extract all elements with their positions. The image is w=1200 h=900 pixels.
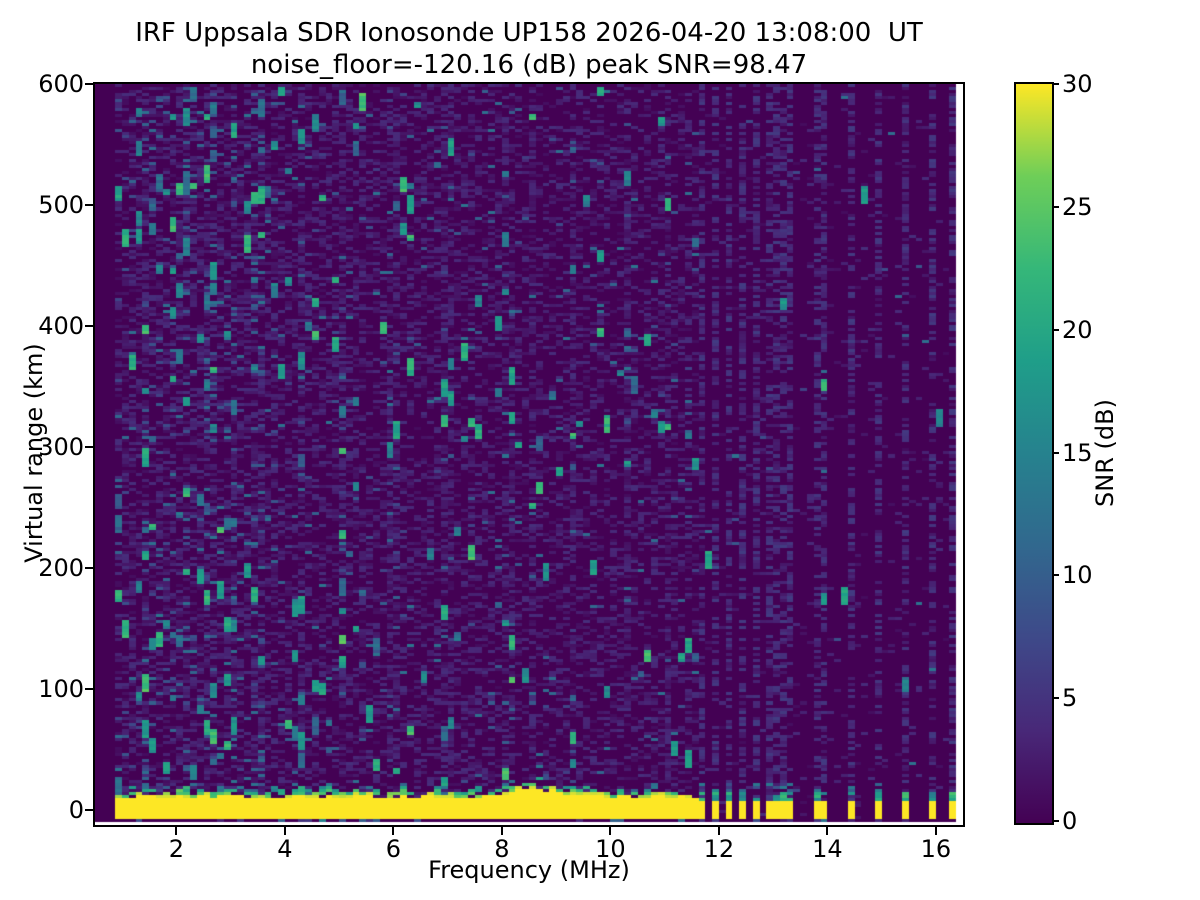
colorbar-tick-mark: [1052, 451, 1059, 454]
colorbar-tick-mark: [1052, 574, 1059, 577]
y-tick-mark: [85, 567, 93, 570]
x-tick-mark: [717, 827, 720, 835]
x-tick-mark: [934, 827, 937, 835]
x-tick-mark: [500, 827, 503, 835]
x-tick-mark: [175, 827, 178, 835]
x-tick-label: 8: [494, 835, 510, 863]
y-tick-mark: [85, 809, 93, 812]
x-tick-label: 4: [277, 835, 293, 863]
x-tick-label: 14: [812, 835, 843, 863]
y-tick-label: 400: [38, 312, 84, 341]
y-tick-mark: [85, 688, 93, 691]
colorbar-label: SNR (dB): [1091, 399, 1119, 507]
y-tick-mark: [85, 446, 93, 449]
colorbar-tick-mark: [1052, 83, 1059, 85]
y-tick-label: 600: [38, 70, 84, 98]
chart-subtitle: noise_floor=-120.16 (dB) peak SNR=98.47: [250, 50, 808, 80]
colorbar-tick-label: 15: [1062, 438, 1093, 467]
y-tick-label: 200: [38, 554, 84, 583]
x-axis-label: Frequency (MHz): [428, 856, 630, 884]
colorbar-tick-label: 20: [1062, 315, 1093, 344]
y-axis-label: Virtual range (km): [20, 343, 48, 563]
x-tick-label: 16: [920, 835, 952, 863]
x-tick-mark: [283, 827, 286, 835]
colorbar-tick-label: 25: [1062, 192, 1093, 221]
y-tick-label: 300: [38, 433, 84, 462]
colorbar-tick-label: 10: [1062, 561, 1093, 590]
y-tick-mark: [85, 83, 93, 85]
colorbar-tick-mark: [1052, 820, 1059, 822]
x-tick-label: 12: [703, 835, 735, 863]
y-tick-label: 100: [38, 675, 84, 704]
chart-title: IRF Uppsala SDR Ionosonde UP158 2026-04-…: [135, 18, 923, 48]
colorbar-tick-label: 5: [1062, 684, 1078, 713]
heatmap-canvas: [95, 84, 963, 825]
x-tick-label: 10: [595, 835, 626, 863]
chart-title-block: IRF Uppsala SDR Ionosonde UP158 2026-04-…: [95, 17, 963, 81]
y-tick-mark: [85, 204, 93, 207]
x-tick-label: 6: [385, 835, 402, 863]
x-tick-mark: [609, 827, 612, 835]
colorbar-tick-mark: [1052, 697, 1059, 700]
colorbar-tick-mark: [1052, 328, 1059, 331]
colorbar-tick-label: 0: [1062, 807, 1078, 835]
y-tick-mark: [85, 325, 93, 328]
colorbar-tick-mark: [1052, 205, 1059, 208]
y-tick-label: 500: [38, 191, 84, 220]
colorbar-gradient: [1016, 84, 1052, 823]
plot-area: [93, 82, 965, 827]
x-tick-mark: [392, 827, 395, 835]
y-tick-label: 0: [68, 796, 84, 825]
colorbar: [1014, 82, 1054, 825]
colorbar-tick-label: 30: [1062, 70, 1093, 98]
x-tick-mark: [826, 827, 829, 835]
x-tick-label: 2: [168, 835, 185, 863]
